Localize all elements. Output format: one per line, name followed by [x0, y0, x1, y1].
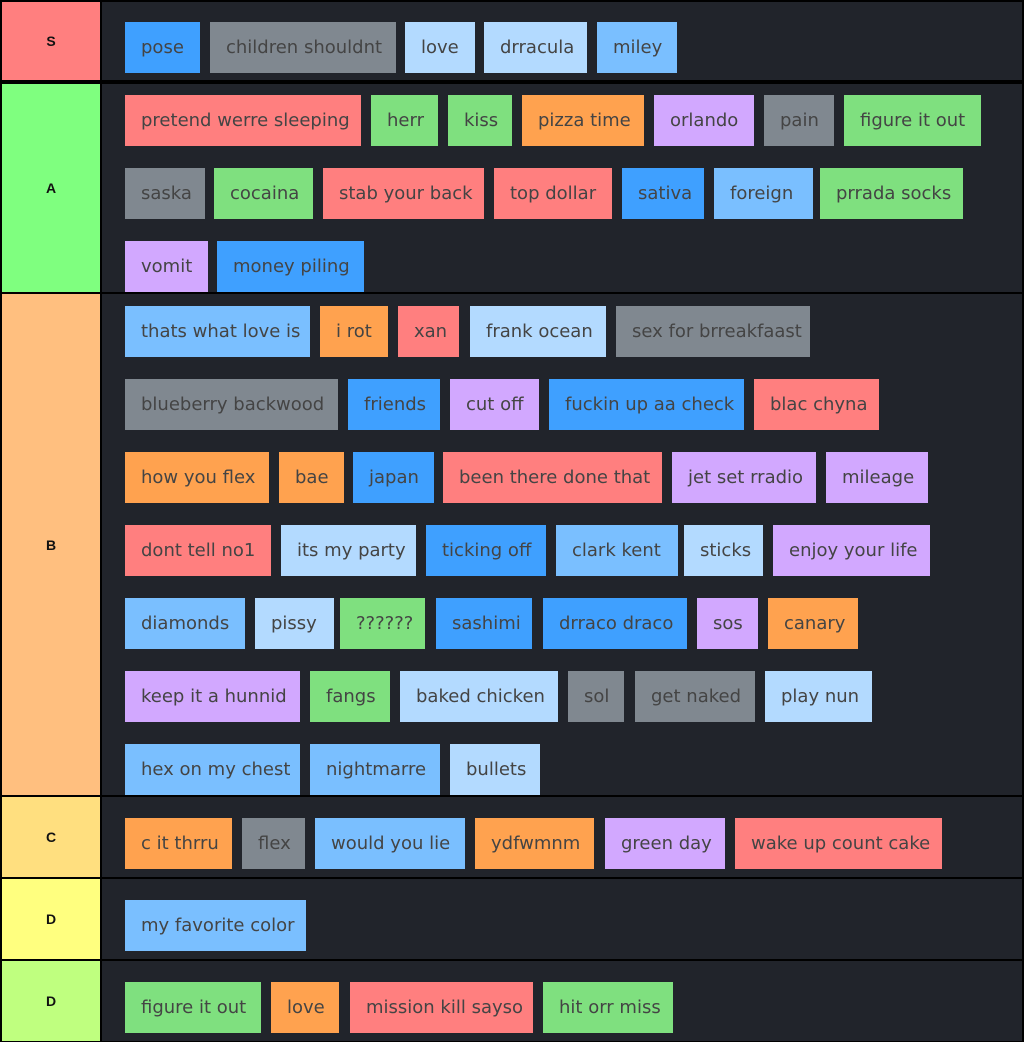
tier-item-pose[interactable]: pose [125, 22, 200, 73]
tier-item-sashimi[interactable]: sashimi [436, 598, 532, 649]
tier-items-area[interactable]: pretend werre sleeping herr kiss pizza time… [102, 84, 1022, 292]
tier-item-flex[interactable]: flex [242, 818, 305, 869]
tier-item-dont-tell-no1[interactable]: dont tell no1 [125, 525, 271, 576]
tier-item-play-nun[interactable]: play nun [765, 671, 872, 722]
tier-item-sex-for-brreakfaast[interactable]: sex for brreakfaast [616, 306, 810, 357]
tier-item-stab-your-back[interactable]: stab your back [323, 168, 484, 219]
tier-item-how-you-flex[interactable]: how you flex [125, 452, 269, 503]
tier-item-diamonds[interactable]: diamonds [125, 598, 245, 649]
tier-item-love[interactable]: love [271, 982, 339, 1033]
tier-label[interactable]: D [2, 961, 100, 1041]
tier-item-jet-set-rradio[interactable]: jet set rradio [672, 452, 816, 503]
tier-item-frank-ocean[interactable]: frank ocean [470, 306, 606, 357]
tier-items-area[interactable]: c it thrru flex would you lie ydfwmnm green … [102, 797, 1022, 877]
tier-item-mileage[interactable]: mileage [826, 452, 928, 503]
tier-item-unknown[interactable]: ?????? [340, 598, 425, 649]
tier-item-love[interactable]: love [405, 22, 475, 73]
tier-items-area[interactable]: my favorite color [102, 879, 1022, 959]
tier-item-children-shouldnt[interactable]: children shouldnt [210, 22, 396, 73]
tier-item-keep-it-a-hunnid[interactable]: keep it a hunnid [125, 671, 300, 722]
tier-item-blueberry-backwood[interactable]: blueberry backwood [125, 379, 338, 430]
tier-item-ydfwmnm[interactable]: ydfwmnm [475, 818, 594, 869]
tier-items-area[interactable]: figure it out love mission kill sayso hit o… [102, 961, 1022, 1041]
tier-item-saska[interactable]: saska [125, 168, 205, 219]
tier-item-wake-up-count-cake[interactable]: wake up count cake [735, 818, 942, 869]
tier-item-pizza-time[interactable]: pizza time [522, 95, 644, 146]
tier-item-its-my-party[interactable]: its my party [281, 525, 416, 576]
tier-item-nightmarre[interactable]: nightmarre [310, 744, 440, 795]
tier-item-herr[interactable]: herr [371, 95, 438, 146]
tier-item-green-day[interactable]: green day [605, 818, 725, 869]
tier-item-ticking-off[interactable]: ticking off [426, 525, 546, 576]
tier-item-drraco-draco[interactable]: drraco draco [543, 598, 687, 649]
tier-item-foreign[interactable]: foreign [714, 168, 813, 219]
tier-item-enjoy-your-life[interactable]: enjoy your life [773, 525, 930, 576]
tier-item-c-it-thrru[interactable]: c it thrru [125, 818, 232, 869]
tier-item-orlando[interactable]: orlando [654, 95, 754, 146]
tier-item-sol[interactable]: sol [568, 671, 624, 722]
tier-label[interactable]: B [2, 294, 100, 795]
tier-item-blac-chyna[interactable]: blac chyna [754, 379, 879, 430]
tier-item-sticks[interactable]: sticks [684, 525, 763, 576]
tier-item-fangs[interactable]: fangs [310, 671, 390, 722]
tier-item-i-rot[interactable]: i rot [320, 306, 388, 357]
tier-item-money-piling[interactable]: money piling [217, 241, 364, 292]
tier-items-area[interactable]: thats what love is i rot xan frank ocean sex… [102, 294, 1022, 795]
tier-item-sos[interactable]: sos [697, 598, 758, 649]
tier-item-hit-orr-miss[interactable]: hit orr miss [543, 982, 673, 1033]
tier-item-kiss[interactable]: kiss [448, 95, 512, 146]
tier-item-hex-on-my-chest[interactable]: hex on my chest [125, 744, 300, 795]
tier-item-thats-what-love-is[interactable]: thats what love is [125, 306, 310, 357]
tier-item-cocaina[interactable]: cocaina [214, 168, 313, 219]
tier-item-xan[interactable]: xan [398, 306, 459, 357]
tier-item-my-favorite-color[interactable]: my favorite color [125, 900, 306, 951]
tier-item-baked-chicken[interactable]: baked chicken [400, 671, 558, 722]
tier-item-pissy[interactable]: pissy [255, 598, 334, 649]
tier-item-prrada-socks[interactable]: prrada socks [820, 168, 963, 219]
tier-item-bullets[interactable]: bullets [450, 744, 540, 795]
tier-item-would-you-lie[interactable]: would you lie [315, 818, 465, 869]
tier-item-pain[interactable]: pain [764, 95, 834, 146]
tier-label[interactable]: A [2, 84, 100, 292]
tier-items-area[interactable]: pose children shouldnt love drracula miley [102, 2, 1022, 80]
tier-label[interactable]: S [2, 2, 100, 80]
tier-item-get-naked[interactable]: get naked [635, 671, 755, 722]
tier-item-top-dollar[interactable]: top dollar [494, 168, 612, 219]
tier-item-mission-kill-sayso[interactable]: mission kill sayso [350, 982, 533, 1033]
tier-item-cut-off[interactable]: cut off [450, 379, 539, 430]
tier-item-drracula[interactable]: drracula [484, 22, 587, 73]
tier-item-pretend-werre-sleeping[interactable]: pretend werre sleeping [125, 95, 361, 146]
tier-item-figure-it-out[interactable]: figure it out [125, 982, 261, 1033]
tier-item-clark-kent[interactable]: clark kent [556, 525, 678, 576]
tier-item-figure-it-out[interactable]: figure it out [844, 95, 981, 146]
tier-item-japan[interactable]: japan [353, 452, 434, 503]
tier-item-canary[interactable]: canary [768, 598, 858, 649]
tier-label[interactable]: C [2, 797, 100, 877]
tier-item-miley[interactable]: miley [597, 22, 677, 73]
tier-label[interactable]: D [2, 879, 100, 959]
tier-item-fuckin-up-aa-check[interactable]: fuckin up aa check [549, 379, 744, 430]
tier-item-vomit[interactable]: vomit [125, 241, 208, 292]
tier-item-bae[interactable]: bae [279, 452, 344, 503]
tier-item-been-there-done-that[interactable]: been there done that [443, 452, 662, 503]
tier-item-sativa[interactable]: sativa [622, 168, 704, 219]
tier-item-friends[interactable]: friends [348, 379, 440, 430]
